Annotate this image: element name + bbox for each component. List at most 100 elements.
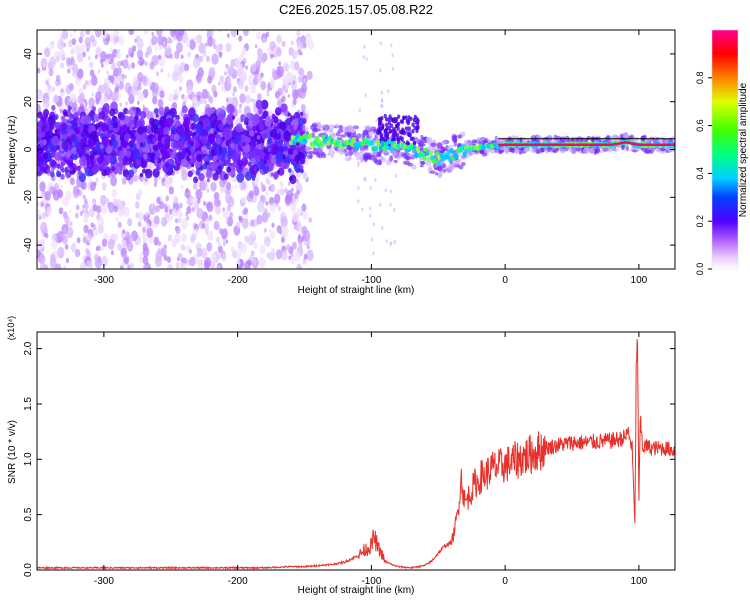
- spectrogram-band-blob: [118, 149, 125, 159]
- spectrogram-halo: [403, 160, 411, 165]
- spectrogram-band-blob: [43, 144, 49, 151]
- spectrogram-speckle: [177, 252, 183, 261]
- spectrogram-band-blob: [247, 137, 252, 143]
- spectrogram-speckle: [150, 203, 155, 209]
- spectrogram-halo: [646, 138, 651, 143]
- spectrogram-speckle: [101, 255, 109, 267]
- spectrogram-halo: [389, 155, 393, 162]
- spectrogram-speckle: [173, 63, 180, 73]
- spectrogram-band-blob: [45, 120, 49, 126]
- spectrogram-band-blob: [104, 130, 109, 136]
- spectrogram-speckle: [271, 222, 275, 228]
- spectrogram-ridge-segment: [433, 158, 438, 164]
- spectrogram-band-blob: [231, 130, 238, 138]
- colorbar: 0.0 0.2 0.4 0.6 0.8 Normalized spectral ampl…: [695, 29, 749, 275]
- spectrogram-speckle: [77, 94, 84, 105]
- spectrogram-speckle: [185, 39, 191, 48]
- spectrogram-speckle: [200, 247, 208, 259]
- spectrogram-speckle: [210, 181, 217, 192]
- x-tick-label: 0: [502, 275, 508, 286]
- spectrogram-band-blob: [416, 122, 420, 127]
- spectrogram-speckle: [279, 230, 283, 235]
- spectrogram-speckle: [215, 205, 221, 215]
- spectrogram-speckle: [173, 196, 179, 204]
- spectrogram-ridge-segment: [444, 154, 450, 160]
- spectrogram-speckle: [291, 241, 297, 250]
- spectrogram-speckle: [196, 207, 204, 219]
- spectrogram-speckle: [69, 177, 75, 186]
- spectrogram-speckle: [275, 47, 282, 57]
- spectrogram-band-blob: [260, 99, 269, 110]
- spectrogram-speckle: [180, 262, 187, 269]
- spectrogram-ridge-segment: [373, 146, 379, 152]
- spectrogram-marks: [37, 30, 675, 269]
- spectrogram-band-blob: [140, 110, 147, 120]
- spectrogram-speckle: [265, 200, 269, 206]
- spectrogram-speckle: [121, 239, 127, 248]
- spectrogram-speckle: [109, 75, 115, 84]
- spectrogram-halo: [462, 131, 466, 137]
- spectrogram-speckle: [217, 245, 223, 254]
- x-tick-label: 0: [502, 576, 508, 587]
- spectrogram-speckle: [205, 42, 208, 47]
- spectrogram-speckle: [244, 65, 249, 71]
- spectrogram-band-blob: [271, 143, 275, 148]
- spectrogram-speckle: [169, 208, 173, 215]
- spectrogram-band-blob: [397, 137, 401, 143]
- spectrogram-band-blob: [205, 169, 213, 179]
- spectrogram-band-blob: [247, 161, 252, 167]
- spectrogram-speckle: [379, 68, 382, 73]
- spectrogram-speckle: [46, 206, 53, 216]
- spectrogram-speckle: [186, 205, 192, 215]
- spectrogram-speckle: [282, 226, 289, 238]
- colorbar-tick-label: 0.4: [695, 167, 705, 180]
- spectrogram-speckle: [128, 235, 134, 243]
- spectrogram-speckle: [307, 40, 315, 51]
- snr-x-ticks: -300 -200 -100 0 100: [94, 332, 648, 587]
- colorbar-tick-label: 0.2: [695, 215, 705, 228]
- spectrogram-band-blob: [108, 124, 113, 131]
- spectrogram-speckle: [260, 80, 267, 91]
- spectrogram-speckle: [300, 104, 306, 112]
- spectrogram-band-blob: [299, 164, 304, 170]
- spectrogram-speckle: [133, 174, 139, 182]
- spectrogram-band-blob: [128, 140, 134, 148]
- spectrogram-speckle: [292, 89, 295, 94]
- spectrogram-halo: [440, 140, 447, 146]
- spectrogram-speckle: [174, 233, 181, 244]
- spectrogram-band-blob: [213, 142, 219, 149]
- spectrogram-band-blob: [378, 128, 382, 134]
- spectrogram-band-blob: [231, 115, 236, 120]
- spectrogram-speckle: [44, 190, 51, 201]
- spectrogram-speckle: [183, 95, 189, 104]
- spectrogram-speckle: [189, 256, 196, 267]
- spectrogram-halo: [302, 126, 309, 132]
- spectrogram-speckle: [149, 61, 155, 70]
- spectrogram-x-ticks: -300 -200 -100 0 100: [94, 30, 648, 286]
- spectrogram-speckle: [257, 200, 265, 213]
- spectrogram-band-blob: [277, 145, 283, 153]
- spectrogram-speckle: [106, 53, 110, 60]
- spectrogram-speckle: [95, 177, 99, 183]
- spectrogram-speckle: [362, 55, 365, 60]
- spectrogram-band-blob: [407, 132, 411, 137]
- spectrogram-speckle: [40, 221, 48, 234]
- spectrogram-speckle: [269, 52, 274, 59]
- spectrogram-speckle: [52, 189, 60, 201]
- spectrogram-speckle: [190, 232, 197, 242]
- spectrogram-speckle: [285, 243, 291, 252]
- spectrogram-speckle: [291, 49, 298, 60]
- spectrogram-speckle: [153, 236, 160, 246]
- spectrogram-halo: [425, 136, 433, 143]
- spectrogram-band-blob: [264, 117, 272, 127]
- spectrogram-speckle: [225, 97, 229, 103]
- spectrogram-band-blob: [50, 171, 55, 178]
- spectrogram-speckle: [357, 185, 360, 190]
- spectrogram-speckle: [106, 70, 109, 75]
- spectrogram-speckle: [192, 96, 198, 105]
- spectrogram-speckle: [156, 196, 161, 204]
- spectrogram-band-blob: [71, 142, 76, 147]
- spectrogram-speckle: [146, 227, 154, 238]
- spectrogram-speckle: [49, 56, 57, 68]
- spectrogram-band-blob: [37, 111, 43, 119]
